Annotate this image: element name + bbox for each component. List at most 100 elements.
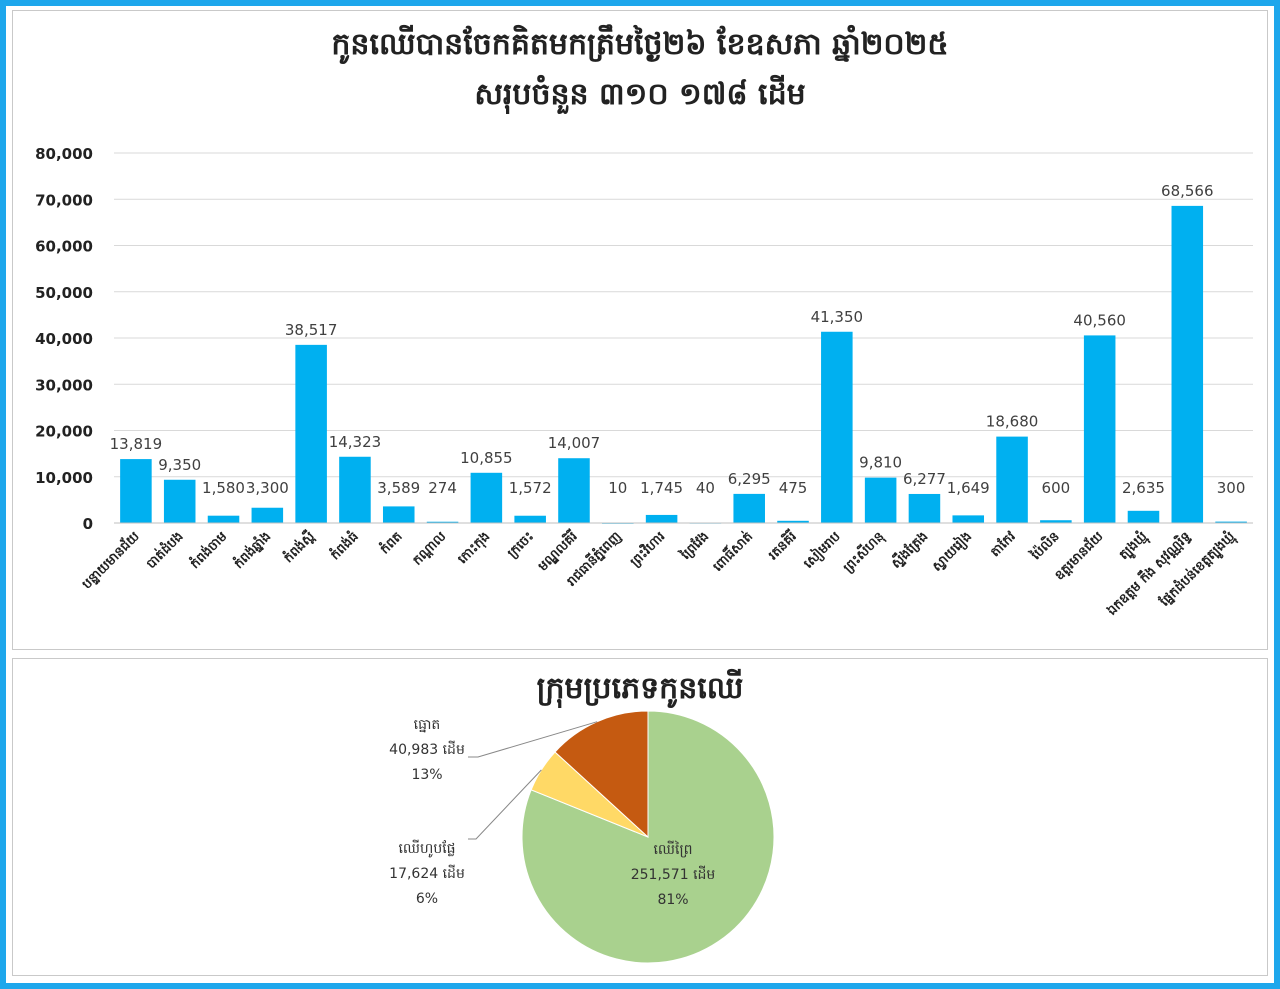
bar (1083, 335, 1116, 523)
bar (1215, 521, 1247, 523)
leader-line (468, 769, 542, 840)
bar (996, 436, 1028, 523)
y-tick-label: 40,000 (35, 330, 93, 348)
data-label: 600 (1042, 479, 1071, 497)
category-label: មណ្ឌលគិរី (534, 527, 581, 574)
category-label: ប៉ៃលិន (1027, 528, 1063, 564)
category-label: ពោធិ៍សាត់ (708, 527, 756, 575)
data-label: 14,007 (548, 434, 601, 452)
data-label: 14,323 (329, 433, 382, 451)
bar (733, 493, 765, 523)
category-label: ឧត្ដរមានជ័យ (1051, 527, 1107, 583)
data-label: 274 (428, 479, 457, 497)
pie-chart-panel: ក្រុមប្រភេទកូនឈើ ឈើព្រៃ 251,571 ដើម 81% ឈើហ… (12, 658, 1268, 976)
category-label: កំពង់ធំ (326, 528, 361, 563)
category-label: សៀមរាប (800, 528, 845, 573)
bar (1127, 510, 1160, 523)
bar (207, 515, 240, 523)
bar (558, 458, 590, 523)
pie-label: ឈើហូបផ្លែ (398, 839, 455, 858)
data-label: 40,560 (1073, 311, 1126, 329)
data-label: 18,680 (986, 413, 1039, 431)
pie-chart: ឈើព្រៃ 251,571 ដើម 81% ឈើហូបផ្លែ 17,624 ដើម 6… (389, 710, 775, 964)
data-label: 1,649 (947, 479, 990, 497)
data-label: 6,295 (728, 470, 771, 488)
category-label: កោះកុង (455, 529, 494, 568)
bar (163, 479, 196, 523)
y-tick-label: 80,000 (35, 145, 93, 163)
data-label: 1,572 (509, 479, 552, 497)
y-tick-label: 20,000 (35, 423, 93, 441)
category-label: រតនគិរី (764, 527, 800, 563)
bar-chart-panel: កូនឈើបានចែកគិតមកត្រឹមថ្ងៃ២៦ ខែឧសភា ឆ្នាំ… (12, 10, 1268, 650)
data-label: 1,745 (640, 479, 683, 497)
pie-label: 13% (411, 767, 442, 783)
category-label: ព្រះសីហនុ (839, 528, 888, 577)
bar (645, 514, 678, 523)
category-label: ស្ទឹងត្រែង (887, 528, 931, 572)
bar-chart: 0 10,000 20,000 30,000 40,000 50,000 60,000 70,… (35, 145, 1253, 620)
category-label: ព្រៃវែង (676, 528, 712, 564)
data-label: 300 (1217, 479, 1246, 497)
bar (426, 521, 459, 523)
data-label: 1,580 (202, 479, 245, 497)
data-label: 3,300 (246, 479, 289, 497)
data-label: 38,517 (285, 321, 338, 339)
bar (1171, 205, 1204, 523)
bar (339, 456, 371, 523)
bar (821, 331, 853, 523)
pie-label: 40,983 ដើម (389, 740, 465, 758)
category-label: កំពង់ចាម (186, 528, 230, 572)
bar (295, 344, 327, 523)
y-tick-label: 30,000 (35, 376, 93, 394)
bar (382, 506, 415, 523)
y-tick-label: 70,000 (35, 191, 93, 209)
bar (251, 507, 284, 523)
pie-label: 251,571 ដើម (631, 865, 716, 883)
data-label: 41,350 (811, 308, 864, 326)
category-label: ត្បូងឃ្មុំ (1115, 527, 1152, 564)
pie-label: 17,624 ដើម (389, 864, 465, 882)
data-label: 9,810 (859, 454, 902, 472)
bar (777, 520, 809, 523)
category-label: បាត់ដំបង (142, 528, 186, 572)
bar (120, 459, 152, 523)
data-label: 13,819 (110, 435, 163, 453)
data-label: 10 (608, 479, 627, 497)
bar (908, 493, 941, 523)
pie-label: 81% (657, 892, 688, 908)
bar (952, 515, 985, 523)
bar (1040, 520, 1072, 523)
bar-chart-title-line2: សរុបចំនួន ៣១០ ១៧៨ ដើម (474, 77, 806, 112)
bar (514, 515, 546, 523)
data-label: 2,635 (1122, 479, 1165, 497)
bar (864, 477, 897, 523)
category-label: កណ្ដាល (410, 529, 450, 569)
data-label: 3,589 (377, 479, 420, 497)
pie-slice (521, 710, 775, 964)
pie-label: 6% (416, 891, 438, 907)
y-tick-label: 10,000 (35, 469, 93, 487)
category-label: ក្រចេះ (505, 529, 537, 561)
data-label: 10,855 (460, 449, 513, 467)
bar (470, 472, 503, 523)
data-label: 68,566 (1161, 182, 1214, 200)
y-tick-label: 0 (83, 515, 93, 533)
category-label: ស្វាយរៀង (928, 528, 976, 576)
data-label: 475 (779, 479, 808, 497)
leader-line (468, 721, 598, 758)
category-label: ព្រះវិហារ (626, 528, 668, 570)
category-label: កំពង់ស្ពឺ (280, 527, 319, 566)
bar-chart-title-line1: កូនឈើបានចែកគិតមកត្រឹមថ្ងៃ២៦ ខែឧសភា ឆ្នាំ… (331, 27, 949, 62)
pie-chart-title: ក្រុមប្រភេទកូនឈើ (536, 671, 744, 706)
category-label: ផ្នែកដំបន់ខេត្តត្បូងឃ្មុំ (1155, 527, 1239, 611)
data-label: 9,350 (158, 456, 201, 474)
y-tick-label: 50,000 (35, 284, 93, 302)
category-label: ឯកឧត្តម កឹង សុវណ្ណរិទ្ធ (1103, 528, 1195, 620)
category-label: កំពត (376, 528, 406, 558)
category-label: បន្ទាយមានជ័យ (78, 527, 143, 592)
data-label: 6,277 (903, 470, 946, 488)
category-label: កំពង់ឆ្នាំង (230, 528, 274, 572)
pie-label: ធ្នោត (414, 717, 441, 733)
pie-label: ឈើព្រៃ (653, 840, 692, 858)
